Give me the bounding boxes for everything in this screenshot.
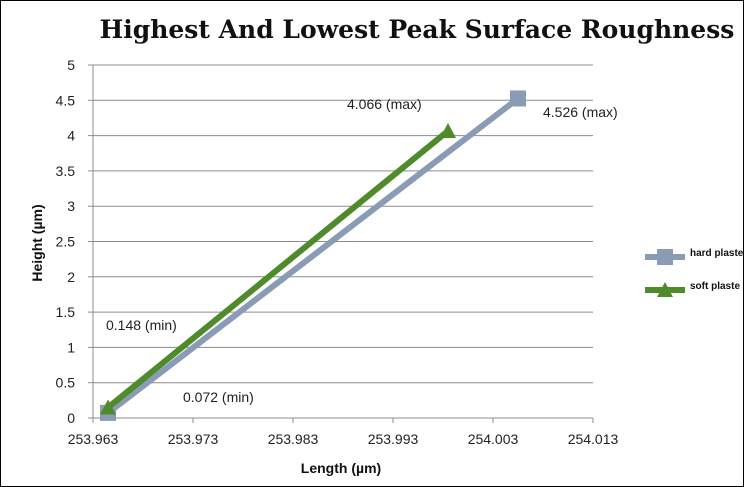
x-tick-label: 253.973 xyxy=(168,431,219,447)
triangle-marker xyxy=(657,282,673,297)
data-label: 0.072 (min) xyxy=(183,389,254,405)
legend: hard plaste soft plaste xyxy=(645,248,744,297)
series-layer xyxy=(100,90,526,421)
axes xyxy=(88,64,594,423)
data-labels: 0.072 (min) 4.526 (max) 0.148 (min) 4.066 (… xyxy=(106,96,618,405)
series-line-soft-plaste xyxy=(106,128,450,410)
y-tick-label: 1 xyxy=(67,339,75,355)
x-tick-label: 253.983 xyxy=(268,431,319,447)
y-tick-labels: 0 0.5 1 1.5 2 2.5 3 3.5 4 4.5 5 xyxy=(56,57,76,426)
chart-title: Highest And Lowest Peak Surface Roughnes… xyxy=(100,15,735,44)
x-tick-label: 254.013 xyxy=(568,431,619,447)
x-tick-label: 254.003 xyxy=(468,431,519,447)
y-tick-label: 2 xyxy=(67,269,75,285)
series-line-hard-plaste xyxy=(106,96,520,416)
y-tick-label: 5 xyxy=(67,57,75,73)
x-tick-labels: 253.963 253.973 253.983 253.993 254.003 254.0… xyxy=(68,431,619,447)
square-marker xyxy=(657,249,673,265)
data-label: 4.066 (max) xyxy=(347,96,422,112)
y-tick-label: 0.5 xyxy=(56,375,76,391)
legend-entry-label: hard plaste xyxy=(690,248,744,259)
data-label: 4.526 (max) xyxy=(543,104,618,120)
data-label: 0.148 (min) xyxy=(106,317,177,333)
y-tick-label: 4.5 xyxy=(56,92,76,108)
y-tick-label: 4 xyxy=(67,128,75,144)
y-axis-title: Height (µm) xyxy=(29,204,45,281)
legend-entry-label: soft plaste xyxy=(690,281,740,292)
y-tick-label: 3 xyxy=(67,198,75,214)
y-tick-label: 1.5 xyxy=(56,304,76,320)
triangle-marker xyxy=(440,122,456,138)
y-tick-label: 0 xyxy=(67,410,75,426)
y-tick-label: 3.5 xyxy=(56,163,76,179)
y-tick-label: 2.5 xyxy=(56,234,76,250)
square-marker xyxy=(510,90,526,107)
x-axis-title: Length (µm) xyxy=(301,460,381,476)
x-tick-label: 253.993 xyxy=(368,431,419,447)
triangle-marker xyxy=(100,399,116,415)
x-tick-label: 253.963 xyxy=(68,431,119,447)
